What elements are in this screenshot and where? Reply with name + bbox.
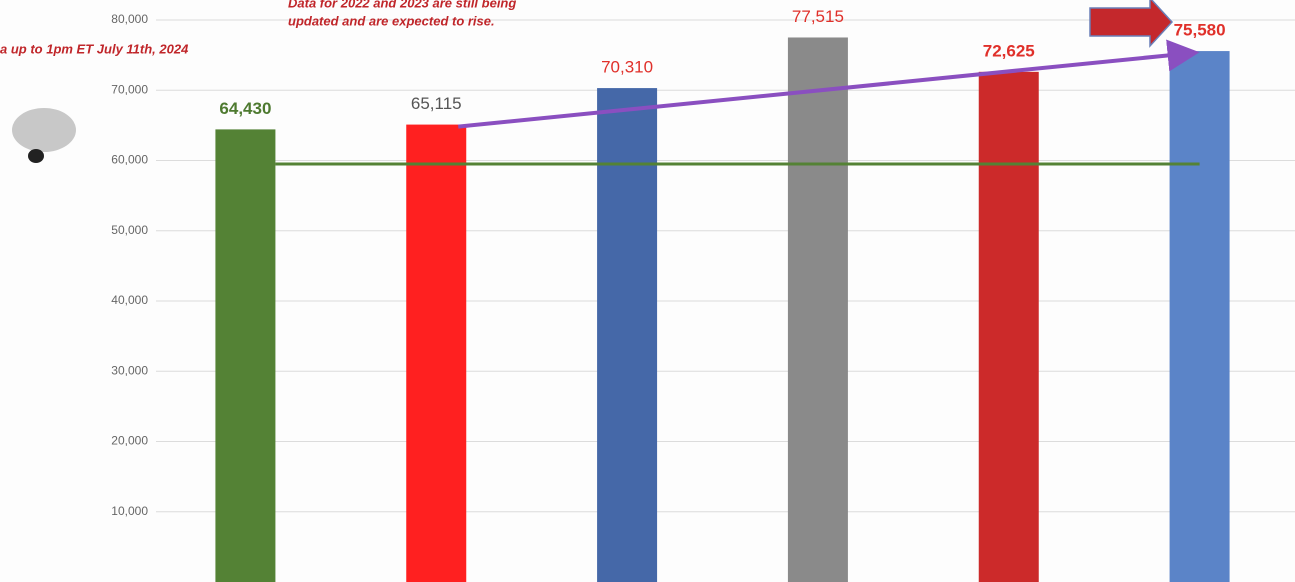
- trend-arrow: [458, 39, 1200, 129]
- value-label: 75,580: [1174, 21, 1226, 40]
- value-label: 72,625: [983, 41, 1035, 60]
- bar: [787, 37, 848, 582]
- bar: [1169, 51, 1230, 582]
- y-tick-label: 50,000: [111, 223, 148, 237]
- y-tick-label: 10,000: [111, 504, 148, 518]
- annotation: Data for 2022 and 2023 are still being: [288, 0, 516, 10]
- bar: [215, 129, 276, 582]
- value-label: 70,310: [601, 58, 653, 77]
- wolf-logo: [12, 108, 76, 163]
- bar: [978, 71, 1039, 582]
- highlight-arrow: [1089, 0, 1174, 48]
- annotation: updated and are expected to rise.: [288, 13, 495, 28]
- bar: [597, 88, 658, 582]
- value-label: 77,515: [792, 7, 844, 26]
- y-tick-label: 20,000: [111, 434, 148, 448]
- bar: [406, 124, 467, 582]
- value-label: 64,430: [219, 99, 271, 118]
- annotation: a up to 1pm ET July 11th, 2024: [0, 41, 189, 56]
- y-tick-label: 70,000: [111, 82, 148, 96]
- value-label: 65,115: [411, 94, 462, 113]
- y-tick-label: 30,000: [111, 363, 148, 377]
- grid: 10,000 20,000 30,000 40,000 50,000 60,000 70,0…: [111, 12, 1295, 518]
- y-tick-label: 60,000: [111, 153, 148, 167]
- y-tick-label: 40,000: [111, 293, 148, 307]
- y-tick-label: 80,000: [111, 12, 148, 26]
